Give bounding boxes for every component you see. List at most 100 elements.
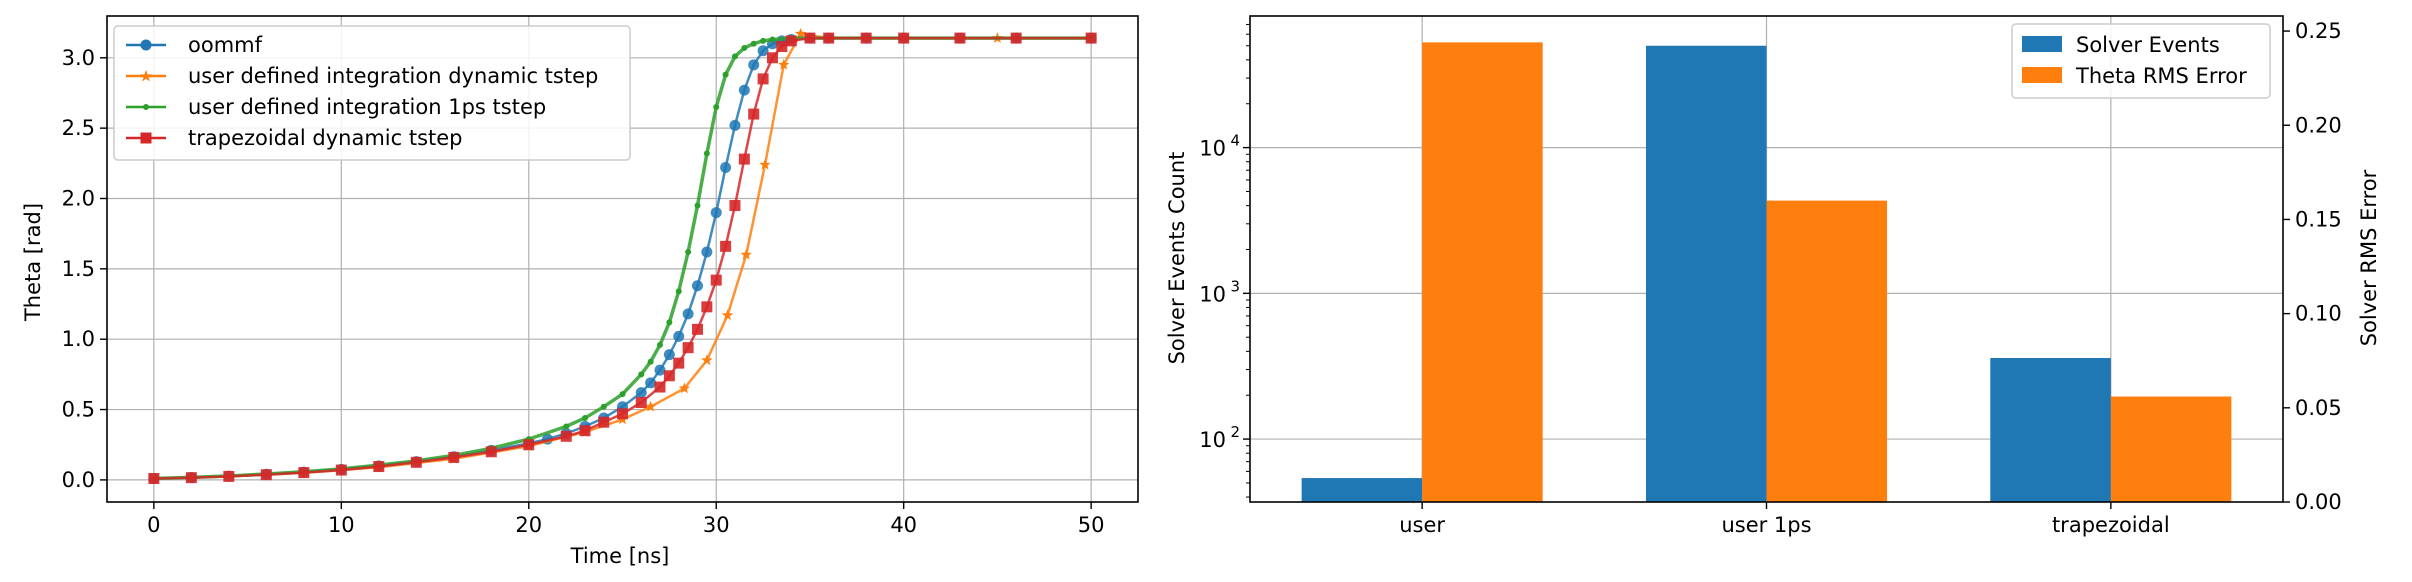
bar-chart-x-axis: user user 1ps trapezoidal	[1399, 502, 2170, 537]
data-point-trapezoidal	[738, 153, 750, 165]
legend-label-user-1ps: user defined integration 1ps tstep	[188, 95, 546, 119]
bar-chart-left-axis-label: Solver Events Count	[1165, 152, 1189, 365]
x-tick-label: user 1ps	[1721, 513, 1811, 537]
data-point-trapezoidal	[804, 32, 816, 44]
y-tick-label: 0.5	[62, 398, 95, 422]
data-point-user-1ps	[685, 248, 692, 255]
data-point-user-1ps	[713, 104, 720, 111]
data-point-trapezoidal	[223, 470, 235, 482]
data-point-oommf	[701, 246, 713, 258]
data-point-user-dynamic	[740, 248, 752, 260]
data-point-trapezoidal	[373, 461, 385, 473]
data-point-trapezoidal	[766, 52, 778, 64]
data-point-user-1ps	[619, 391, 626, 398]
data-point-user-1ps	[647, 358, 654, 365]
legend-label-theta-rms-error: Theta RMS Error	[2075, 64, 2247, 88]
data-point-trapezoidal	[185, 472, 197, 484]
x-tick-label: 0	[147, 513, 160, 537]
data-point-oommf	[654, 364, 666, 376]
bar-solver-events	[1301, 478, 1423, 502]
data-point-user-dynamic	[644, 400, 657, 412]
bar-solver-events	[1645, 45, 1767, 502]
x-tick-label: 20	[515, 513, 542, 537]
data-point-oommf	[645, 377, 657, 389]
legend-entry-trapezoidal: trapezoidal dynamic tstep	[126, 126, 463, 150]
left-tick-label: 10	[1199, 137, 1226, 161]
y-tick-label: 1.5	[62, 257, 95, 281]
left-tick-exponent: 3	[1230, 277, 1240, 295]
data-point-trapezoidal	[579, 425, 591, 437]
data-point-user-1ps	[722, 71, 729, 78]
data-point-user-dynamic	[721, 309, 734, 321]
line-chart-legend-box	[113, 25, 631, 161]
data-point-trapezoidal	[823, 32, 835, 44]
x-tick-label: 10	[328, 513, 355, 537]
data-point-user-1ps	[600, 403, 607, 410]
x-tick-label: 30	[703, 513, 730, 537]
data-point-user-1ps	[563, 423, 570, 430]
data-point-user-1ps	[741, 44, 748, 51]
data-point-oommf	[682, 308, 694, 320]
data-point-trapezoidal	[485, 446, 497, 458]
bar-chart-legend: Solver Events Theta RMS Error	[2011, 23, 2271, 99]
legend-entry-theta-rms-error: Theta RMS Error	[2022, 64, 2247, 88]
line-chart-series	[148, 27, 1097, 485]
left-tick-label: 10	[1199, 428, 1226, 452]
data-point-user-1ps	[731, 53, 738, 60]
data-point-trapezoidal	[757, 73, 769, 85]
bar-theta-rms-error	[1766, 200, 1888, 502]
data-point-trapezoidal	[410, 456, 422, 468]
bar-theta-rms-error	[1422, 42, 1543, 502]
right-tick-label: 0.25	[2295, 19, 2342, 43]
legend-entry-oommf: oommf	[126, 33, 263, 57]
data-point-trapezoidal	[1010, 32, 1022, 44]
x-tick-label: 50	[1078, 513, 1105, 537]
data-point-oommf	[748, 59, 760, 71]
data-point-trapezoidal	[298, 467, 310, 479]
data-point-user-dynamic	[794, 27, 807, 39]
data-point-oommf	[720, 162, 732, 174]
line-chart-x-axis: 0 10 20 30 40 50	[147, 502, 1105, 537]
right-tick-label: 0.00	[2295, 490, 2342, 514]
legend-entry-user-1ps: user defined integration 1ps tstep	[126, 95, 546, 119]
data-point-user-dynamic	[759, 158, 771, 170]
y-tick-label: 2.0	[62, 186, 95, 210]
line-chart-x-axis-label: Time [ns]	[570, 544, 670, 568]
data-point-oommf	[673, 330, 685, 342]
data-point-trapezoidal	[776, 41, 788, 53]
data-point-trapezoidal	[663, 370, 675, 382]
data-point-trapezoidal	[673, 357, 685, 369]
bar-chart-bars	[1301, 42, 2232, 502]
line-chart-legend: oommf user defined integration dynamic t…	[113, 25, 631, 161]
y-tick-label: 3.0	[62, 46, 95, 70]
data-point-oommf	[729, 119, 741, 131]
data-point-trapezoidal	[654, 381, 666, 393]
line-chart-y-axis: 0.0 0.5 1.0 1.5 2.0 2.5 3.0	[62, 46, 107, 492]
left-tick-exponent: 2	[1230, 423, 1240, 441]
data-point-trapezoidal	[617, 408, 628, 420]
data-point-trapezoidal	[682, 342, 694, 354]
y-tick-label: 0.0	[62, 468, 95, 492]
right-tick-label: 0.15	[2295, 207, 2342, 231]
data-point-trapezoidal	[785, 35, 797, 47]
data-point-user-1ps	[582, 414, 589, 421]
data-point-trapezoidal	[748, 108, 760, 120]
data-point-oommf	[663, 349, 675, 361]
data-point-user-1ps	[675, 288, 682, 295]
legend-label-solver-events: Solver Events	[2076, 33, 2220, 57]
left-tick-label: 10	[1199, 282, 1226, 306]
data-point-user-dynamic	[701, 354, 713, 366]
data-point-user-1ps	[694, 202, 701, 209]
series-trapezoidal	[148, 32, 1097, 485]
data-point-user-1ps	[760, 37, 767, 44]
bar-solver-events	[1990, 358, 2111, 502]
line-chart: 0 10 20 30 40 50 0.0 0.5 1.0 1.5 2.0 2.5 3.0 Time […	[21, 15, 1139, 568]
data-point-trapezoidal	[260, 469, 272, 481]
y-tick-label: 2.5	[62, 116, 95, 140]
right-tick-label: 0.10	[2295, 302, 2342, 326]
data-point-trapezoidal	[954, 32, 966, 44]
data-point-user-dynamic	[778, 58, 790, 70]
data-point-trapezoidal	[148, 473, 160, 485]
